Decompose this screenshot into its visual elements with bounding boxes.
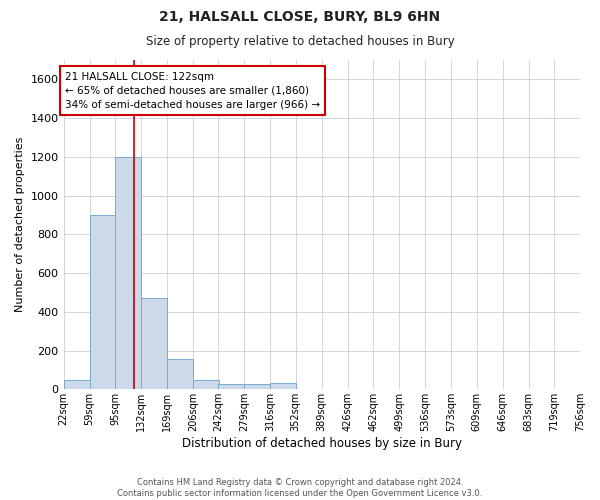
Text: 21, HALSALL CLOSE, BURY, BL9 6HN: 21, HALSALL CLOSE, BURY, BL9 6HN	[160, 10, 440, 24]
Text: Size of property relative to detached houses in Bury: Size of property relative to detached ho…	[146, 35, 454, 48]
Text: 21 HALSALL CLOSE: 122sqm
← 65% of detached houses are smaller (1,860)
34% of sem: 21 HALSALL CLOSE: 122sqm ← 65% of detach…	[65, 72, 320, 110]
Text: Contains HM Land Registry data © Crown copyright and database right 2024.
Contai: Contains HM Land Registry data © Crown c…	[118, 478, 482, 498]
Bar	[167, 360, 193, 390]
Bar	[271, 384, 296, 390]
X-axis label: Distribution of detached houses by size in Bury: Distribution of detached houses by size …	[182, 437, 462, 450]
Bar	[141, 298, 167, 390]
Bar	[244, 384, 271, 390]
Bar	[64, 380, 89, 390]
Bar	[218, 384, 244, 390]
Bar	[89, 215, 116, 390]
Y-axis label: Number of detached properties: Number of detached properties	[15, 137, 25, 312]
Bar	[193, 380, 219, 390]
Bar	[115, 157, 141, 390]
